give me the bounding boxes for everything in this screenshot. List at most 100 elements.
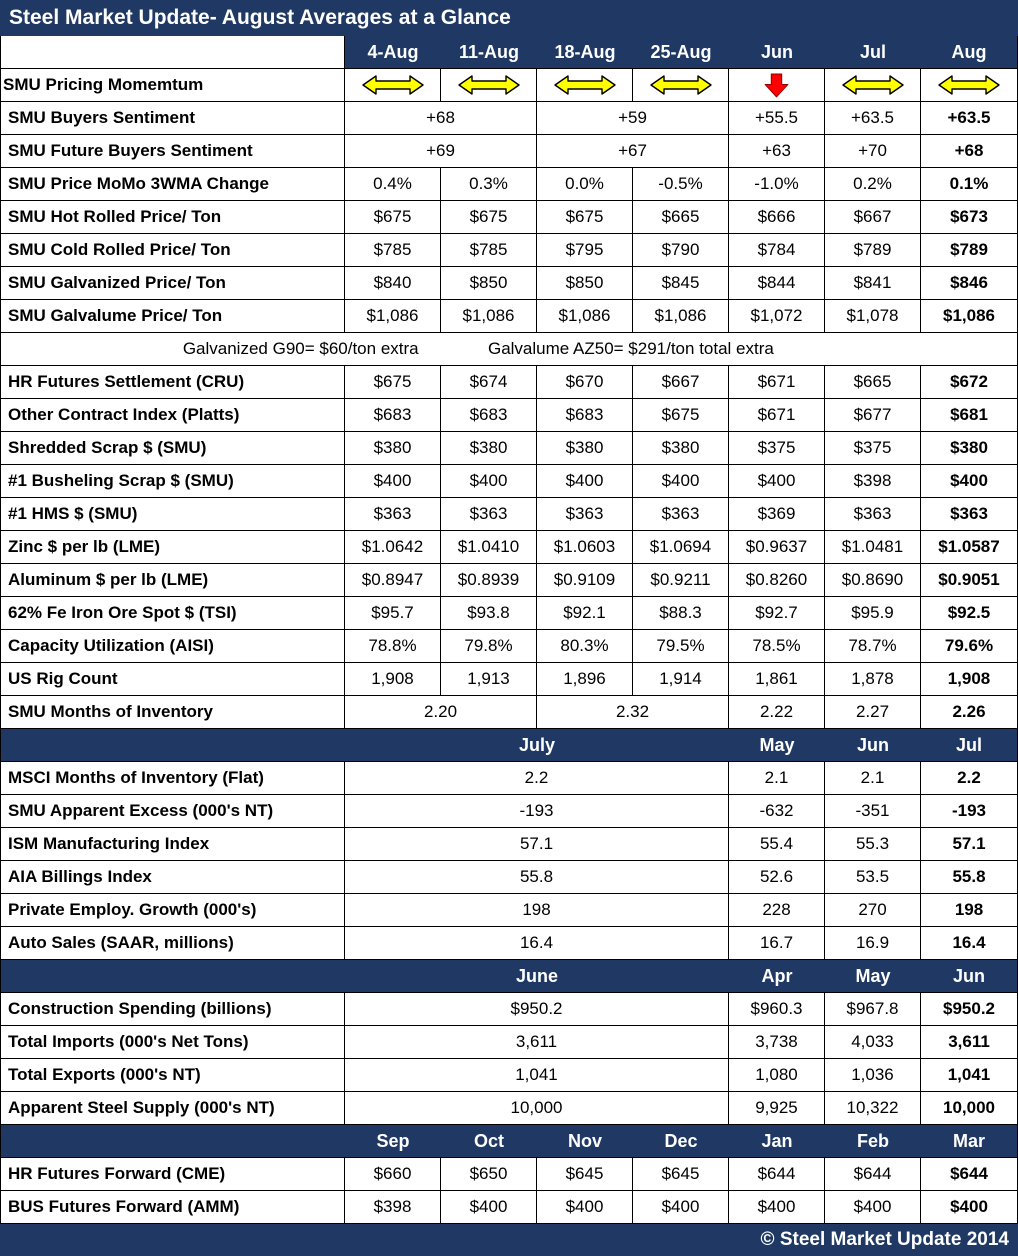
value-cell: 16.9 [825,927,921,960]
value-cell: $790 [633,234,729,267]
value-cell: $677 [825,399,921,432]
value-cell: July [345,729,729,762]
value-cell: 2.1 [825,762,921,795]
row-label: SMU Hot Rolled Price/ Ton [1,201,345,234]
value-cell: 0.2% [825,168,921,201]
value-cell: $667 [633,366,729,399]
report-title: Steel Market Update- August Averages at … [0,0,1018,36]
value-cell: $400 [441,1191,537,1224]
table-row-data: BUS Futures Forward (AMM) $398 $400 $400 $40… [1,1191,1017,1224]
row-label: BUS Futures Forward (AMM) [1,1191,345,1224]
value-cell: Aug [921,36,1017,69]
value-cell: 1,913 [441,663,537,696]
value-cell: 55.8 [921,861,1017,894]
value-cell: 2.26 [921,696,1017,729]
table-row-data: US Rig Count 1,908 1,913 1,896 1,914 1,861 1,8… [1,663,1017,696]
note-text: Galvalume AZ50= $291/ton total extra [487,339,774,358]
value-cell: 3,738 [729,1026,825,1059]
table-row-colheader: 4-Aug 11-Aug 18-Aug 25-Aug Jun Jul Aug [1,36,1017,69]
table-row-data: SMU Hot Rolled Price/ Ton $675 $675 $675 $66… [1,201,1017,234]
value-cell: 2.27 [825,696,921,729]
value-cell: 79.5% [633,630,729,663]
value-cell: $400 [537,1191,633,1224]
value-cell: 2.32 [537,696,729,729]
value-cell: 4,033 [825,1026,921,1059]
value-cell: $850 [441,267,537,300]
value-cell: Oct [441,1125,537,1158]
value-cell: -193 [921,795,1017,828]
note-text: Galvanized G90= $60/ton extra [182,339,419,358]
table-row-data: AIA Billings Index 55.8 52.6 53.5 55.8 [1,861,1017,894]
value-cell: $950.2 [921,993,1017,1026]
row-label: SMU Buyers Sentiment [1,102,345,135]
value-cell: $400 [537,465,633,498]
value-cell: 0.1% [921,168,1017,201]
value-cell: $0.8939 [441,564,537,597]
value-cell: Jun [921,960,1017,993]
row-label: SMU Future Buyers Sentiment [1,135,345,168]
value-cell: $380 [537,432,633,465]
table-row-data: SMU Apparent Excess (000's NT) -193 -632 -3… [1,795,1017,828]
value-cell: $645 [633,1158,729,1191]
value-cell: 1,041 [345,1059,729,1092]
value-cell: 25-Aug [633,36,729,69]
value-cell: 55.4 [729,828,825,861]
value-cell: $400 [345,465,441,498]
row-label: SMU Pricing Momemtum [1,69,345,102]
value-cell: $1,086 [921,300,1017,333]
value-cell: $400 [921,1191,1017,1224]
value-cell: $785 [441,234,537,267]
value-cell: $0.9637 [729,531,825,564]
table-row-data: Auto Sales (SAAR, millions) 16.4 16.7 16.9 1… [1,927,1017,960]
value-cell: -1.0% [729,168,825,201]
row-label: Capacity Utilization (AISI) [1,630,345,663]
row-label: Zinc $ per lb (LME) [1,531,345,564]
value-cell: $1,086 [537,300,633,333]
row-label: MSCI Months of Inventory (Flat) [1,762,345,795]
value-cell: $1.0481 [825,531,921,564]
value-cell: 2.2 [345,762,729,795]
table-row-data: Capacity Utilization (AISI) 78.8% 79.8% 80.… [1,630,1017,663]
row-label [1,729,345,762]
value-cell: May [825,960,921,993]
value-cell: $670 [537,366,633,399]
row-label: AIA Billings Index [1,861,345,894]
value-cell: $671 [729,399,825,432]
value-cell: 3,611 [345,1026,729,1059]
value-cell: $380 [345,432,441,465]
value-cell: 2.20 [345,696,537,729]
value-cell: $88.3 [633,597,729,630]
value-cell: $369 [729,498,825,531]
value-cell: $846 [921,267,1017,300]
table-row-data: HR Futures Forward (CME) $660 $650 $645 $645… [1,1158,1017,1191]
value-cell: +68 [921,135,1017,168]
value-cell: $795 [537,234,633,267]
value-cell: $363 [921,498,1017,531]
value-cell: +55.5 [729,102,825,135]
row-label: HR Futures Forward (CME) [1,1158,345,1191]
row-label: Other Contract Index (Platts) [1,399,345,432]
value-cell: $400 [825,1191,921,1224]
value-cell: $95.9 [825,597,921,630]
value-cell: -351 [825,795,921,828]
value-cell: 2.1 [729,762,825,795]
sideways-arrow-icon [345,69,441,102]
value-cell: $95.7 [345,597,441,630]
row-label: Total Exports (000's NT) [1,1059,345,1092]
value-cell: $363 [633,498,729,531]
value-cell: $0.9211 [633,564,729,597]
table-row-data: MSCI Months of Inventory (Flat) 2.2 2.1 2.1… [1,762,1017,795]
row-label: Construction Spending (billions) [1,993,345,1026]
value-cell: 1,036 [825,1059,921,1092]
value-cell: $0.9109 [537,564,633,597]
value-cell: $400 [633,1191,729,1224]
table-row-data: Aluminum $ per lb (LME) $0.8947 $0.8939 $0.… [1,564,1017,597]
value-cell: $1,078 [825,300,921,333]
value-cell: $681 [921,399,1017,432]
value-cell: 1,908 [921,663,1017,696]
value-cell: 198 [921,894,1017,927]
value-cell: $400 [729,465,825,498]
value-cell: $1.0642 [345,531,441,564]
row-label: Auto Sales (SAAR, millions) [1,927,345,960]
